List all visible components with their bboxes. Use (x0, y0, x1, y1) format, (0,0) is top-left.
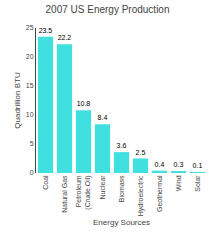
svg-text:2.5: 2.5 (136, 149, 146, 156)
svg-text:20: 20 (26, 53, 34, 60)
svg-text:0.4: 0.4 (155, 161, 165, 168)
svg-text:10: 10 (26, 111, 34, 118)
svg-text:23.5: 23.5 (39, 27, 53, 34)
svg-text:Biomass: Biomass (118, 175, 125, 202)
svg-text:25: 25 (26, 24, 34, 31)
svg-text:Energy Sources: Energy Sources (93, 218, 150, 227)
svg-text:8.4: 8.4 (98, 114, 108, 121)
svg-text:Coal: Coal (42, 175, 49, 190)
svg-text:Petroleum(Crude Oil): Petroleum(Crude Oil) (75, 175, 92, 209)
svg-text:Solar: Solar (194, 175, 201, 192)
svg-text:22.2: 22.2 (58, 34, 72, 41)
svg-text:Wind: Wind (175, 175, 182, 191)
svg-text:Quadrillion BTU: Quadrillion BTU (13, 72, 22, 129)
svg-text:0.1: 0.1 (193, 162, 203, 169)
svg-text:0.3: 0.3 (174, 161, 184, 168)
svg-text:Natural Gas: Natural Gas (61, 175, 68, 213)
svg-text:15: 15 (26, 82, 34, 89)
svg-text:3.6: 3.6 (117, 142, 127, 149)
svg-text:5: 5 (30, 140, 34, 147)
svg-text:0: 0 (30, 169, 34, 176)
svg-text:Geothermal: Geothermal (156, 175, 163, 212)
svg-text:10.8: 10.8 (77, 100, 91, 107)
svg-text:Hydroelectric: Hydroelectric (137, 175, 145, 216)
svg-text:Nuclear: Nuclear (99, 175, 106, 200)
svg-text:2007 US Energy Production: 2007 US Energy Production (46, 4, 170, 15)
